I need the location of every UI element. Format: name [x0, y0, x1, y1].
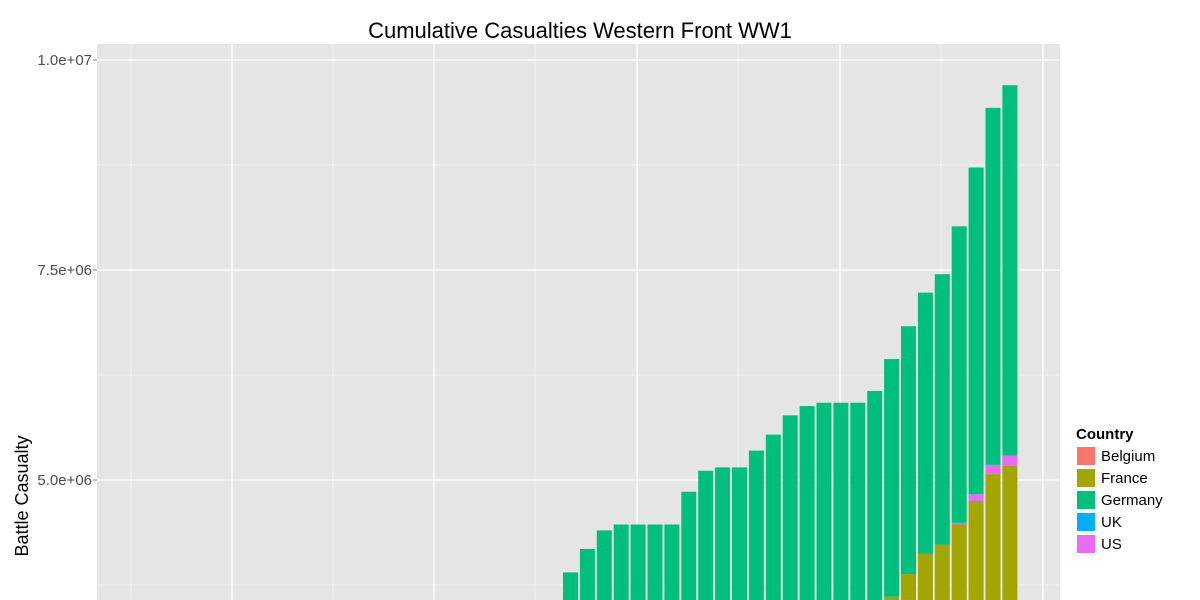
legend-key-swatch: [1076, 490, 1096, 510]
bar-segment-germany: [901, 326, 916, 575]
bar-segment-germany: [968, 167, 984, 495]
bar-segment-france: [1002, 465, 1018, 600]
bar-segment-germany: [681, 491, 697, 600]
bar-segment-germany: [850, 402, 866, 600]
bar-segment-germany: [579, 548, 595, 600]
y-axis-title: Battle Casualty: [12, 435, 32, 556]
y-axis-ticks: 5.0e+06 7.5e+06 1.0e+07: [37, 52, 97, 489]
bar-segment-germany: [698, 470, 714, 600]
bar-segment-france: [917, 553, 933, 600]
bar-segment-france: [934, 544, 950, 600]
legend-title: Country: [1076, 426, 1134, 443]
bar-segment-france: [951, 524, 967, 600]
bar-segment-germany: [748, 450, 764, 600]
legend-key-swatch: [1076, 534, 1096, 554]
bar-segment-germany: [630, 524, 646, 600]
bar-segment-germany: [917, 292, 933, 554]
bar-segment-us: [985, 464, 1001, 475]
bar-segment-germany: [782, 415, 798, 600]
legend: Country Belgium France Germany UK US: [1076, 426, 1163, 555]
bar-segment-germany: [799, 406, 815, 600]
bar-segment-germany: [985, 107, 1001, 465]
bar-segment-germany: [833, 402, 849, 600]
legend-label: Belgium: [1101, 447, 1156, 465]
legend-key-swatch: [1076, 446, 1096, 466]
legend-label: UK: [1101, 513, 1122, 531]
bar-segment-germany: [647, 524, 663, 600]
bar-segment-france: [901, 574, 916, 600]
bar-segment-germany: [884, 359, 900, 597]
bar-segment-us: [951, 522, 967, 525]
legend-item-france: France: [1076, 467, 1163, 489]
y-tick-label: 5.0e+06: [37, 472, 92, 489]
bar-segment-germany: [765, 434, 781, 600]
legend-item-us: US: [1076, 533, 1163, 555]
legend-key-swatch: [1076, 512, 1096, 532]
bar-segment-germany: [732, 467, 747, 600]
bar-segment-france: [884, 596, 900, 600]
legend-item-uk: UK: [1076, 511, 1163, 533]
chart-title: Cumulative Casualties Western Front WW1: [368, 18, 792, 43]
bar-segment-germany: [867, 390, 883, 600]
bar-segment-germany: [934, 274, 950, 545]
bar-segment-us: [968, 494, 984, 501]
legend-label: Germany: [1101, 491, 1163, 509]
plot-panel: [97, 44, 1060, 600]
bar-segment-germany: [596, 530, 612, 600]
bar-segment-germany: [816, 402, 832, 600]
legend-key-swatch: [1076, 468, 1096, 488]
legend-label: US: [1101, 535, 1122, 553]
bar-segment-germany: [951, 226, 967, 523]
bar-segment-germany: [563, 572, 578, 600]
bar-segment-germany: [664, 524, 680, 600]
legend-item-germany: Germany: [1076, 489, 1163, 511]
legend-item-belgium: Belgium: [1076, 445, 1163, 467]
bars: [563, 85, 1018, 600]
bar-segment-france: [968, 501, 984, 600]
bar-segment-germany: [715, 467, 731, 600]
bar-segment-germany: [613, 524, 629, 600]
bar-segment-france: [985, 474, 1001, 600]
legend-label: France: [1101, 469, 1148, 487]
y-tick-label: 7.5e+06: [37, 262, 92, 279]
y-tick-label: 1.0e+07: [37, 52, 92, 69]
bar-segment-germany: [1002, 85, 1018, 456]
bar-segment-us: [1002, 455, 1018, 466]
legend-items: Belgium France Germany UK US: [1076, 445, 1163, 555]
